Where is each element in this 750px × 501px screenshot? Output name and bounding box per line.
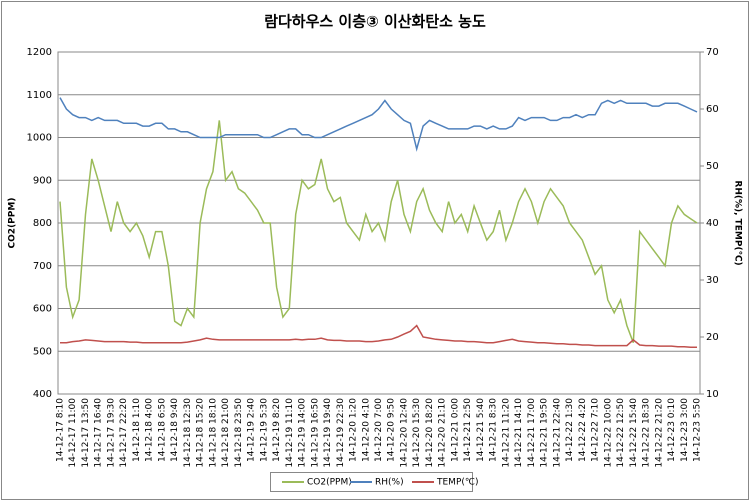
x-tick-label: 14-12-18 21:00 [221, 398, 231, 468]
y-tick-label: 1200 [27, 47, 52, 58]
x-tick-label: 14-12-20 12:40 [399, 398, 409, 468]
x-tick-label: 14-12-20 18:20 [425, 398, 435, 468]
chart-title: 람다하우스 이층③ 이산화탄소 농도 [264, 13, 486, 31]
x-tick-label: 14-12-22 21:20 [654, 398, 664, 468]
x-tick-label: 14-12-21 14:10 [514, 398, 524, 468]
y2-tick-label: 10 [706, 389, 719, 400]
x-tick-label: 14-12-20 21:10 [438, 398, 448, 468]
x-tick-label: 14-12-22 18:30 [642, 398, 652, 468]
x-tick-label: 14-12-17 19:30 [106, 398, 116, 468]
x-tick-label: 14-12-17 16:40 [94, 398, 104, 468]
x-tick-label: 14-12-17 13:50 [81, 398, 91, 468]
y2-axis-label: RH(%), TEMP(℃) [733, 180, 743, 265]
x-tick-label: 14-12-21 0:00 [450, 398, 460, 462]
x-tick-label: 14-12-18 12:30 [183, 398, 193, 468]
y-tick-label: 700 [33, 261, 52, 272]
x-tick-label: 14-12-20 9:50 [387, 398, 397, 462]
x-tick-label: 14-12-20 7:00 [374, 398, 384, 462]
x-tick-label: 14-12-23 0:10 [667, 398, 677, 462]
x-tick-label: 14-12-21 19:50 [540, 398, 550, 468]
x-tick-label: 14-12-19 14:00 [298, 398, 308, 468]
y-tick-label: 1100 [27, 90, 52, 101]
x-tick-label: 14-12-21 5:40 [476, 398, 486, 462]
y-tick-label: 800 [33, 218, 52, 229]
series-line [59, 120, 698, 343]
y2-tick-label: 70 [706, 47, 719, 58]
x-tick-label: 14-12-18 1:10 [132, 398, 142, 462]
x-tick-label: 14-12-18 23:50 [234, 398, 244, 468]
x-tick-label: 14-12-17 11:00 [68, 398, 78, 468]
y2-tick-label: 50 [706, 161, 719, 172]
x-tick-label: 14-12-17 22:20 [119, 398, 129, 468]
x-tick-label: 14-12-23 5:50 [693, 398, 703, 462]
x-tick-label: 14-12-22 1:30 [565, 398, 575, 462]
x-tick-label: 14-12-18 6:50 [157, 398, 167, 462]
x-tick-label: 14-12-19 8:20 [272, 398, 282, 462]
x-tick-label: 14-12-20 1:20 [349, 398, 359, 462]
x-tick-label: 14-12-18 18:10 [208, 398, 218, 468]
x-tick-label: 14-12-19 19:40 [323, 398, 333, 468]
x-tick-label: 14-12-18 4:00 [145, 398, 155, 462]
x-tick-label: 14-12-21 17:00 [527, 398, 537, 468]
x-tick-label: 14-12-17 8:10 [56, 398, 66, 462]
plot-area [57, 51, 701, 395]
x-tick-label: 14-12-21 11:20 [501, 398, 511, 468]
x-tick-label: 14-12-22 7:10 [591, 398, 601, 462]
x-tick-label: 14-12-22 15:40 [629, 398, 639, 468]
y2-tick-label: 40 [706, 218, 719, 229]
x-tick-label: 14-12-21 8:30 [489, 398, 499, 462]
x-tick-label: 14-12-22 12:50 [616, 398, 626, 468]
x-tick-label: 14-12-21 22:40 [552, 398, 562, 468]
x-tick-label: 14-12-22 10:00 [603, 398, 613, 468]
x-tick-label: 14-12-18 9:40 [170, 398, 180, 462]
x-tick-label: 14-12-19 16:50 [310, 398, 320, 468]
y2-tick-label: 30 [706, 275, 719, 286]
x-tick-label: 14-12-19 5:30 [259, 398, 269, 462]
y2-tick-label: 20 [706, 332, 719, 343]
x-tick-label: 14-12-19 2:40 [247, 398, 257, 462]
x-tick-label: 14-12-19 22:30 [336, 398, 346, 468]
x-tick-label: 14-12-19 11:10 [285, 398, 295, 468]
y-tick-label: 600 [33, 304, 52, 315]
y-tick-label: 1000 [27, 133, 52, 144]
y-axis-label: CO2(PPM) [8, 198, 18, 249]
series-line [60, 324, 697, 349]
legend-label: CO2(PPM) [307, 478, 352, 488]
legend-label: TEMP(℃) [436, 478, 479, 488]
x-tick-label: 14-12-21 2:50 [463, 398, 473, 462]
legend-label: RH(%) [375, 478, 404, 488]
x-tick-label: 14-12-20 15:30 [412, 398, 422, 468]
x-tick-label: 14-12-20 4:10 [361, 398, 371, 462]
x-tick-label: 14-12-18 15:20 [196, 398, 206, 468]
y-tick-label: 900 [33, 175, 52, 186]
legend-box [270, 472, 473, 492]
series-line [59, 97, 698, 152]
y-tick-label: 500 [33, 346, 52, 357]
y-tick-label: 400 [33, 389, 52, 400]
y2-tick-label: 60 [706, 104, 719, 115]
x-tick-label: 14-12-22 4:20 [578, 398, 588, 462]
x-tick-label: 14-12-23 3:00 [680, 398, 690, 462]
